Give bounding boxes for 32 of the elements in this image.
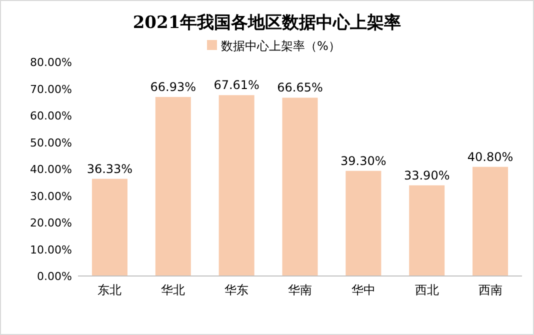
bar <box>282 98 318 276</box>
x-tick-label: 华中 <box>351 283 376 297</box>
x-tick-label: 华东 <box>224 283 249 297</box>
data-label: 66.65% <box>277 80 323 95</box>
y-tick-label: 30.00% <box>30 190 72 203</box>
bar <box>409 185 445 276</box>
y-tick-label: 70.00% <box>30 82 72 96</box>
y-tick-label: 80.00% <box>30 56 72 69</box>
y-tick-label: 60.00% <box>30 110 72 122</box>
bar <box>155 96 191 276</box>
y-tick-label: 50.00% <box>30 136 72 150</box>
x-tick-label: 华南 <box>288 283 312 297</box>
chart-title: 2021年我国各地区数据中心上架率 <box>132 13 402 33</box>
y-tick-label: 0.00% <box>37 270 72 283</box>
x-tick-label: 东北 <box>98 283 122 297</box>
data-label: 66.93% <box>150 80 196 94</box>
data-label: 39.30% <box>340 154 386 168</box>
x-tick-label: 西南 <box>478 283 502 297</box>
legend-label: 数据中心上架率（%） <box>221 39 340 53</box>
data-label: 40.80% <box>467 150 514 164</box>
bar <box>92 178 128 276</box>
data-label: 67.61% <box>214 78 260 92</box>
x-tick-label: 西北 <box>414 283 439 297</box>
data-label: 33.90% <box>404 168 450 182</box>
bar <box>346 170 382 276</box>
data-label: 36.33% <box>86 162 133 176</box>
x-tick-label: 华北 <box>161 283 186 297</box>
y-tick-label: 20.00% <box>30 216 72 230</box>
bar <box>218 95 254 276</box>
bar <box>472 166 508 276</box>
y-tick-label: 10.00% <box>30 243 72 256</box>
y-tick-label: 40.00% <box>30 163 72 176</box>
